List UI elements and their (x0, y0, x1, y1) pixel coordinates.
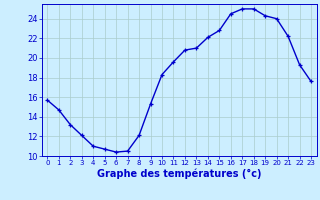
X-axis label: Graphe des températures (°c): Graphe des températures (°c) (97, 169, 261, 179)
